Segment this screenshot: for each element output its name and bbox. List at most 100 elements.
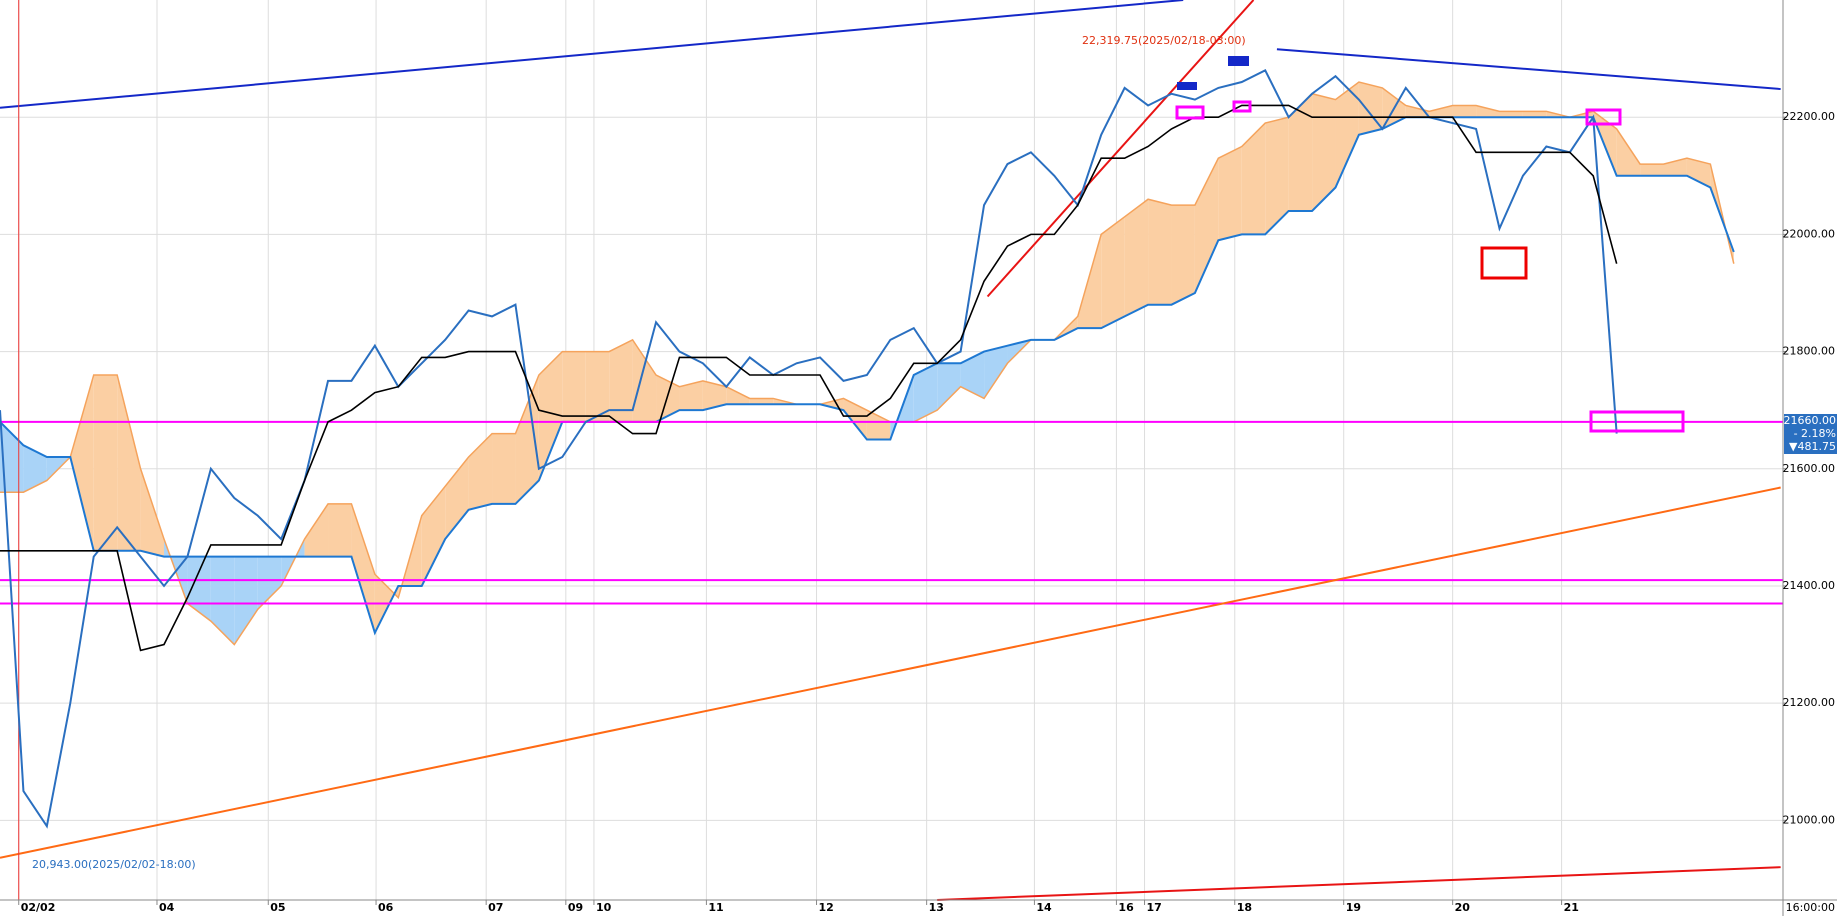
y-tick-label: 21000.00 <box>1783 813 1836 826</box>
x-tick-label: 02/02 <box>21 901 56 914</box>
x-tick-label: 10 <box>596 901 612 914</box>
cloud-fill <box>1476 105 1500 118</box>
cloud-fill <box>1265 117 1289 235</box>
cloud-fill <box>1218 146 1242 241</box>
x-tick-label: 07 <box>488 901 503 914</box>
cloud-fill <box>1335 82 1359 188</box>
cloud-fill <box>679 380 703 411</box>
cloud-fill <box>960 351 985 399</box>
x-tick-label: 05 <box>270 901 285 914</box>
signal-marker <box>1177 82 1197 90</box>
annotation: 20,943.00(2025/02/02-18:00) <box>32 858 196 871</box>
cloud-fill <box>1358 82 1383 135</box>
cloud-fill <box>421 486 446 586</box>
cloud-fill <box>538 351 563 481</box>
cloud-fill <box>0 421 24 493</box>
cloud-fill <box>1124 199 1149 317</box>
cloud-fill <box>234 556 258 645</box>
cloud-fill <box>515 375 539 504</box>
highlight-box <box>1589 410 1685 433</box>
cloud-fill <box>702 380 727 411</box>
cloud-fill <box>1077 234 1102 329</box>
x-tick-label: 16 <box>1118 901 1134 914</box>
cloud-fill <box>937 363 961 411</box>
trendline <box>986 0 1255 298</box>
y-tick-label: 21800.00 <box>1783 345 1836 358</box>
cloud-fill <box>913 363 938 422</box>
cloud-fill <box>1101 216 1125 329</box>
price-line <box>0 68 1618 829</box>
cloud-fill <box>23 445 47 493</box>
highlight-box <box>1585 108 1622 126</box>
x-tick-label: 04 <box>159 901 175 914</box>
x-tick-label: 11 <box>708 901 723 914</box>
trendline <box>1276 48 1781 91</box>
cloud-fill <box>1686 158 1711 188</box>
cloud-fill <box>93 375 118 551</box>
cloud-fill <box>1522 111 1547 118</box>
price-box <box>1784 414 1837 454</box>
cloud-fill <box>1241 123 1266 235</box>
highlight-box <box>1175 105 1205 120</box>
x-tick-label: 12 <box>819 901 834 914</box>
plot <box>0 0 1783 901</box>
cloud-fill <box>210 556 235 645</box>
cloud-fill <box>304 503 329 557</box>
cloud-fill <box>585 351 610 422</box>
cloud-fill <box>492 433 516 504</box>
cloud-fill <box>1312 93 1336 211</box>
y-tick-label: 22200.00 <box>1783 110 1836 123</box>
x-tick-label: 13 <box>929 901 944 914</box>
trendline <box>937 866 1781 901</box>
annotation: 22,319.75(2025/02/18-03:00) <box>1082 34 1246 47</box>
cloud-fill <box>866 410 891 440</box>
x-tick-label: 21 <box>1564 901 1579 914</box>
cloud-fill <box>1616 128 1641 176</box>
cloud-fill <box>1148 199 1172 305</box>
grid <box>0 0 1783 900</box>
cloud-fill <box>1288 93 1313 211</box>
trendline <box>0 486 1781 859</box>
cloud-fill <box>70 375 94 551</box>
price-box-text: - 2.18% <box>1794 427 1836 440</box>
x-tick-label: 14 <box>1036 901 1052 914</box>
cloud-fill <box>609 339 633 422</box>
cloud-fill <box>726 386 750 405</box>
y-tick-label: 21600.00 <box>1783 462 1836 475</box>
y-tick-label: 21400.00 <box>1783 579 1836 592</box>
cloud-fill <box>351 503 375 633</box>
x-tick-label: 19 <box>1346 901 1361 914</box>
cloud-fill <box>749 398 774 405</box>
y-tick-label: 22000.00 <box>1783 227 1836 240</box>
cloud-fill <box>1640 164 1664 176</box>
cloud-fill <box>468 433 493 510</box>
x-tick-label: 06 <box>378 901 394 914</box>
cloud-fill <box>117 375 141 551</box>
cloud-fill <box>1171 205 1195 305</box>
cloud-fill <box>328 503 352 557</box>
cloud-fill <box>843 398 867 440</box>
cloud-fill <box>1429 105 1453 118</box>
x-tick-label: 17 <box>1147 901 1162 914</box>
cloud-fill <box>656 375 680 422</box>
kijun-line <box>0 104 1618 652</box>
cloud-fill <box>984 345 1008 399</box>
x-tick-label: 20 <box>1455 901 1471 914</box>
x-end-label: 16:00:00 <box>1786 901 1835 914</box>
cloud-fill <box>187 556 211 622</box>
cloud-fill <box>1452 105 1477 118</box>
cloud-fill <box>257 556 282 610</box>
cloud-fill <box>1499 111 1523 118</box>
cloud-fill <box>140 468 165 557</box>
highlight-box <box>1232 100 1252 113</box>
cloud-fill <box>445 457 469 540</box>
signal-marker <box>1228 56 1249 66</box>
x-tick-label: 18 <box>1237 901 1252 914</box>
trendline <box>0 0 1184 109</box>
cloud-fill <box>632 339 657 422</box>
price-box-text: ▼481.75 <box>1789 440 1836 453</box>
y-tick-label: 21200.00 <box>1783 696 1836 709</box>
highlight-box <box>1480 246 1528 280</box>
